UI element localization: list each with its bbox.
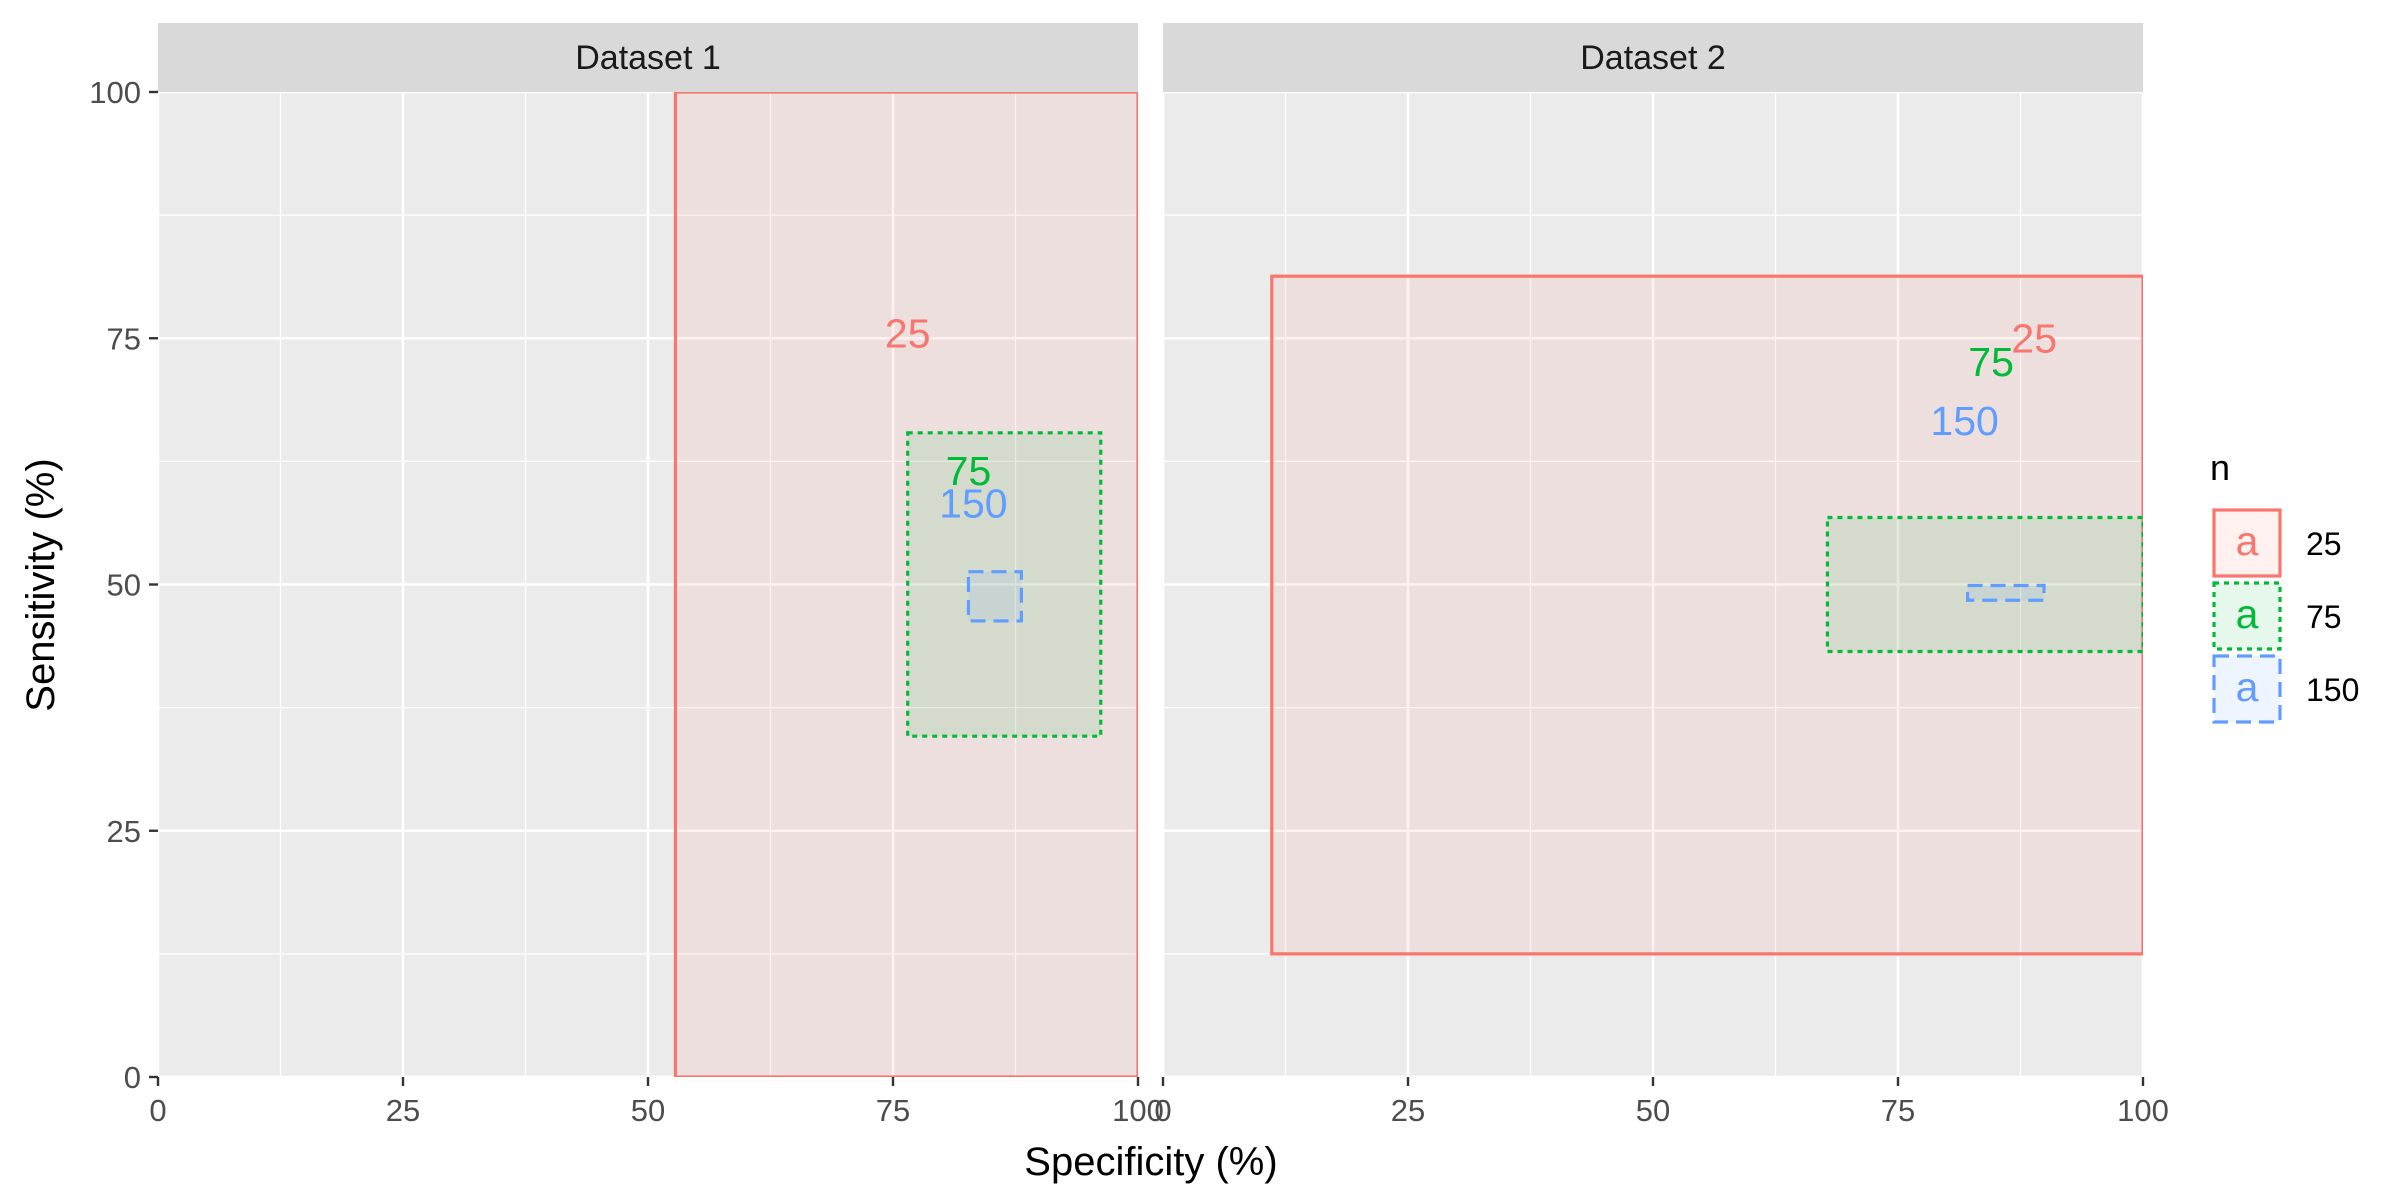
facet-strip-title: Dataset 2: [1580, 39, 1726, 77]
legend-label-25: 25: [2306, 526, 2342, 562]
legend-label-75: 75: [2306, 599, 2342, 635]
y-tick-label: 75: [107, 321, 141, 356]
legend-key-glyph: a: [2236, 518, 2259, 564]
region-rect-150: [966, 570, 1023, 623]
region-rect-150: [1965, 583, 2046, 602]
x-tick-label: 0: [1154, 1093, 1171, 1128]
legend: na 25a 75a 150: [2210, 447, 2359, 724]
region-label-150: 150: [1930, 398, 1998, 444]
legend-key-glyph: a: [2236, 664, 2259, 710]
legend-label-150: 150: [2306, 672, 2359, 708]
y-tick-label: 50: [107, 568, 141, 603]
region-rect-75: [906, 431, 1103, 738]
x-tick-label: 0: [149, 1093, 166, 1128]
region-label-25: 25: [2011, 315, 2057, 361]
facet-strip: [158, 23, 1138, 92]
y-tick-label: 100: [89, 75, 141, 110]
y-axis-title: Sensitivity (%): [19, 458, 63, 711]
region-label-25: 25: [885, 310, 931, 356]
x-tick-label: 50: [631, 1093, 665, 1128]
y-tick-label: 25: [107, 814, 141, 849]
legend-key-glyph: a: [2236, 591, 2259, 637]
y-tick-label: 0: [124, 1060, 141, 1095]
x-tick-label: 50: [1636, 1093, 1670, 1128]
legend-key-150: [2212, 654, 2282, 724]
region-rect-25: [1270, 274, 2143, 956]
x-tick-label: 100: [1112, 1093, 1164, 1128]
legend-title: n: [2210, 447, 2230, 488]
legend-key-25: [2212, 508, 2282, 578]
region-label-75: 75: [946, 448, 992, 494]
legend-key-75: [2212, 581, 2282, 651]
region-rect-75: [1825, 515, 2143, 654]
x-tick-label: 75: [1881, 1093, 1915, 1128]
x-axis-title: Specificity (%): [1024, 1140, 1277, 1184]
x-tick-label: 25: [1391, 1093, 1425, 1128]
x-tick-label: 25: [386, 1093, 420, 1128]
region-label-75: 75: [1968, 339, 2014, 385]
x-tick-label: 75: [876, 1093, 910, 1128]
x-tick-label: 100: [2117, 1093, 2169, 1128]
facet-strip: [1163, 23, 2143, 92]
facet-strip-title: Dataset 1: [575, 39, 721, 77]
region-label-150: 150: [939, 481, 1007, 527]
